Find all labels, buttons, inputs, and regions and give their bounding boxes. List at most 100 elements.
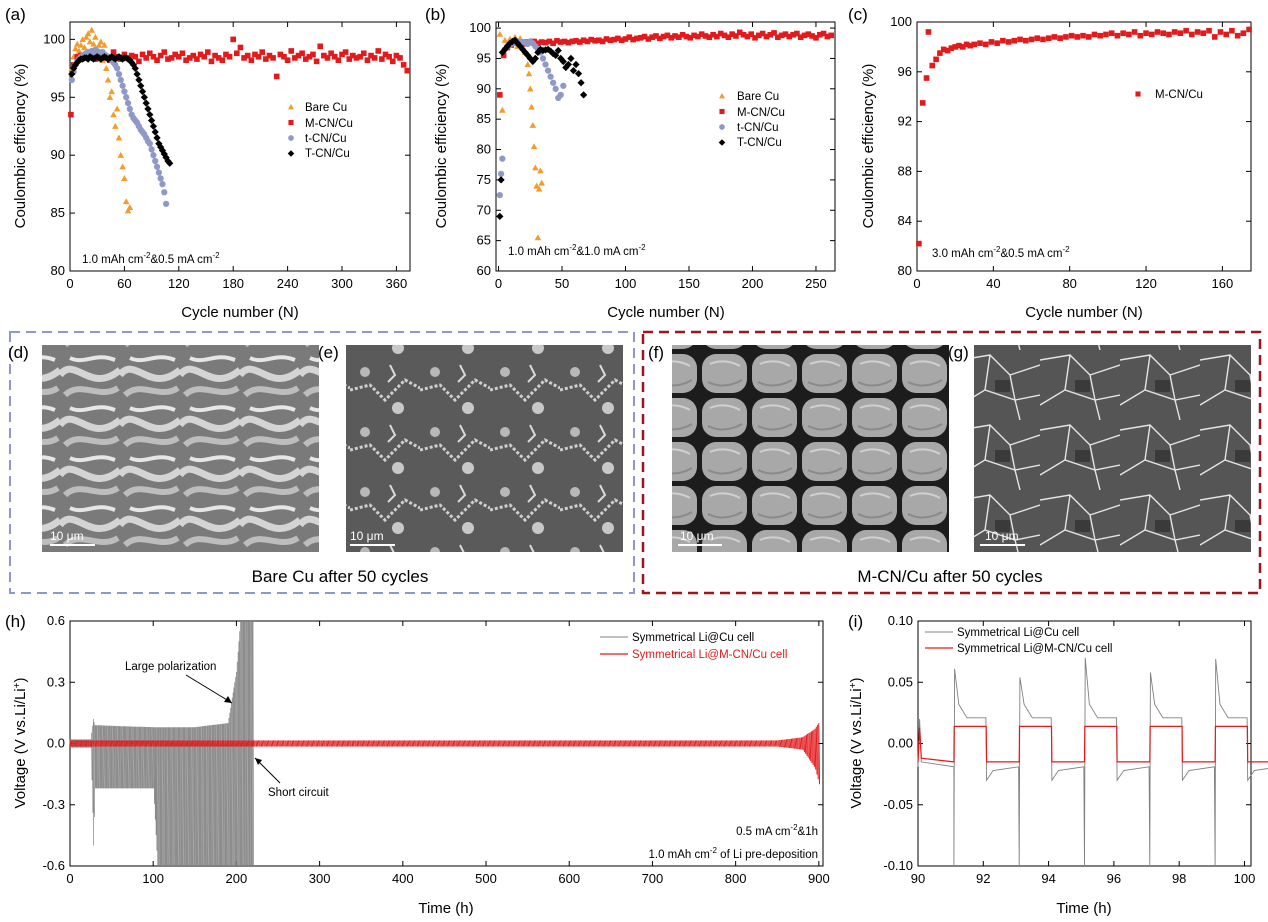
data-point (161, 49, 168, 55)
data-point (580, 37, 587, 44)
data-point (982, 41, 989, 48)
data-point (248, 57, 255, 64)
data-point (115, 134, 123, 141)
data-point (775, 34, 781, 40)
data-point (1045, 35, 1052, 41)
data-point (1217, 29, 1224, 35)
data-point (277, 51, 284, 58)
data-point (168, 55, 175, 61)
scale-bar-label: 10 μm (680, 529, 714, 543)
data-point (748, 31, 755, 37)
data-point (549, 49, 557, 58)
x-tick-label: 360 (386, 276, 408, 291)
data-point (241, 55, 247, 61)
data-point (255, 53, 262, 60)
data-point (542, 39, 549, 46)
data-point (259, 49, 266, 55)
data-point (1034, 35, 1041, 41)
data-point (161, 189, 168, 196)
data-point (1160, 30, 1167, 37)
legend-li-mcn: Symmetrical Li@M-CN/Cu cell (632, 649, 787, 661)
sem-image-f: 10 μm (672, 345, 949, 552)
data-point (1097, 32, 1104, 39)
y-tick-label: 0.10 (888, 613, 913, 628)
y-tick-label: 84 (898, 213, 912, 228)
y-tick-label: 60 (477, 263, 491, 278)
x-tick-label: 100 (142, 871, 164, 886)
data-point (645, 36, 652, 42)
data-point (552, 85, 559, 92)
data-point (916, 240, 922, 247)
data-point (124, 207, 132, 214)
y-tick-label: 0.05 (888, 674, 913, 689)
data-point (179, 50, 186, 57)
data-point (159, 181, 166, 188)
data-point (552, 51, 560, 60)
data-point (933, 56, 939, 63)
data-point (925, 29, 932, 35)
panel-a-axes: 0 60 120 180 240 300 360 80 85 90 95 100 (43, 22, 410, 291)
data-point (572, 60, 580, 69)
data-point (963, 41, 970, 48)
legend-t-cap-cn-cu: T-CN/Cu (737, 137, 782, 149)
data-point (538, 39, 545, 45)
panel-c-label: (c) (848, 5, 868, 24)
data-point (288, 48, 295, 54)
data-point (786, 33, 793, 40)
data-point (266, 52, 273, 59)
panel-h-legend: Symmetrical Li@Cu cell Symmetrical Li@M-… (600, 632, 787, 661)
y-tick-label: 80 (898, 263, 912, 278)
data-point (497, 92, 503, 98)
data-point (144, 105, 152, 113)
data-point (565, 39, 572, 46)
data-point (733, 33, 739, 39)
data-point (653, 33, 659, 39)
data-point (162, 200, 170, 207)
data-point (95, 41, 103, 48)
data-point (368, 52, 374, 59)
data-point (525, 70, 533, 77)
panel-c-markers (916, 26, 1252, 247)
data-point (102, 65, 110, 71)
panel-g-label: (g) (948, 343, 969, 362)
data-point (126, 204, 134, 210)
data-point (68, 70, 76, 78)
data-point (183, 57, 189, 64)
data-point (698, 31, 705, 37)
data-point (389, 58, 396, 65)
data-point (496, 212, 504, 220)
series-t-cn-cu (496, 36, 588, 220)
x-tick-label: 120 (1135, 276, 1157, 291)
data-point (977, 40, 983, 46)
x-tick-label: 0 (66, 871, 73, 886)
panel-b-axes: 0 50 100 150 200 250 60 65 70 75 80 85 90 95 100 (469, 20, 835, 291)
y-tick-label: 88 (898, 163, 912, 178)
data-point (782, 31, 789, 37)
m-cn-cu-caption: M-CN/Cu after 50 cycles (857, 567, 1042, 586)
data-point (172, 51, 178, 58)
y-tick-label: 95 (477, 50, 491, 65)
series-bare-cu (496, 30, 546, 241)
data-point (634, 35, 640, 42)
panel-b-condition: 1.0 mAh cm-2&1.0 mA cm-2 (508, 243, 646, 258)
data-point (533, 182, 540, 189)
y-tick-label: 0.6 (47, 613, 65, 628)
data-point (672, 33, 678, 39)
y-tick-label: 90 (51, 147, 65, 162)
data-point (577, 79, 585, 87)
data-point (937, 50, 943, 56)
data-point (994, 40, 1000, 46)
data-point (683, 33, 690, 40)
data-point (288, 119, 294, 126)
data-point (143, 55, 149, 61)
data-point (287, 150, 295, 157)
panel-c-xlabel: Cycle number (N) (1025, 304, 1143, 321)
data-point (132, 53, 139, 60)
data-point (1114, 32, 1121, 39)
x-tick-label: 80 (1062, 276, 1076, 291)
data-point (133, 70, 141, 78)
panel-a-condition: 1.0 mAh cm-2&0.5 mA cm-2 (82, 251, 220, 266)
data-point (339, 51, 345, 58)
data-point (101, 41, 108, 48)
